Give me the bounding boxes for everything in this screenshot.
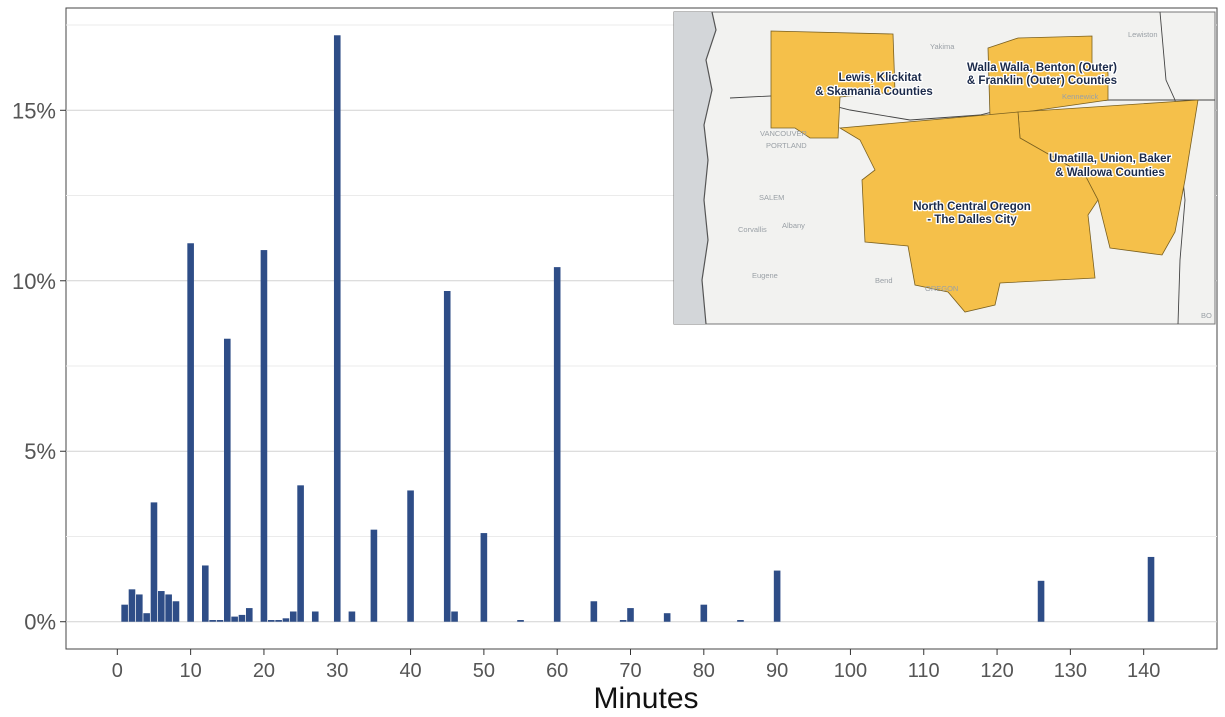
bar — [311, 611, 319, 622]
bar — [128, 589, 136, 622]
bar — [737, 620, 744, 622]
bar — [663, 613, 671, 622]
bar — [187, 243, 194, 622]
x-tick-label: 50 — [473, 660, 495, 682]
x-tick-label: 0 — [112, 660, 123, 682]
city-label: Albany — [782, 221, 805, 230]
y-tick-label: 5% — [24, 439, 56, 464]
bar — [245, 608, 253, 622]
region-label-umatilla-2: & Wallowa Counties — [1055, 167, 1164, 179]
bars — [121, 35, 1155, 622]
region-label-central-2: - The Dalles City — [927, 214, 1017, 226]
region-lewis — [770, 30, 896, 139]
city-label: Kennewick — [1062, 92, 1099, 101]
bar — [121, 604, 128, 622]
x-tick-label: 110 — [908, 660, 940, 682]
bar — [143, 613, 150, 622]
region-label-lewis-2: & Skamania Counties — [815, 86, 933, 98]
x-tick-label: 130 — [1054, 660, 1087, 682]
city-label: Lewiston — [1128, 30, 1158, 39]
region-central — [838, 111, 1099, 313]
bar — [267, 620, 275, 622]
x-tick-label: 10 — [180, 660, 202, 682]
bar — [553, 267, 561, 622]
bar — [260, 250, 268, 622]
bar — [480, 533, 488, 622]
city-label: VANCOUVER — [760, 129, 808, 138]
city-label: PORTLAND — [766, 141, 807, 150]
bar — [136, 594, 143, 622]
bar — [231, 616, 238, 622]
x-tick-label: 80 — [693, 660, 715, 682]
bar — [407, 490, 414, 622]
bar — [619, 620, 627, 622]
x-tick-label: 40 — [399, 660, 421, 682]
map-coastline — [701, 11, 717, 325]
city-label: BO — [1201, 311, 1212, 320]
city-label: Bend — [875, 276, 893, 285]
bar — [451, 611, 458, 622]
bar — [370, 529, 378, 622]
region-label-central-1: North Central Oregon — [913, 201, 1031, 213]
y-tick-label: 15% — [12, 98, 56, 123]
region-label-umatilla-1: Umatilla, Union, Baker — [1049, 153, 1172, 165]
bar — [627, 608, 634, 622]
city-label: Eugene — [752, 271, 778, 280]
bar — [700, 604, 708, 622]
bar — [275, 620, 282, 622]
bar — [216, 620, 224, 622]
bar — [348, 611, 356, 622]
bar — [238, 614, 246, 622]
bar — [209, 620, 216, 622]
x-tick-label: 100 — [834, 660, 867, 682]
bar — [289, 611, 297, 622]
bar — [333, 35, 341, 622]
bar — [517, 620, 524, 622]
x-tick-label: 30 — [326, 660, 348, 682]
city-label: Corvallis — [738, 225, 767, 234]
bar — [773, 570, 781, 622]
city-label: SALEM — [759, 193, 784, 202]
y-tick-label: 10% — [12, 269, 56, 294]
x-axis-title: Minutes — [593, 682, 698, 715]
x-tick-label: 140 — [1127, 660, 1160, 682]
city-label: OREGON — [925, 284, 958, 293]
x-tick-label: 70 — [619, 660, 641, 682]
bar — [165, 594, 172, 622]
bar — [1037, 580, 1045, 622]
bar — [150, 502, 158, 622]
bar — [1147, 556, 1155, 622]
y-axis: 0% 5% 10% 15% — [12, 98, 66, 635]
bar — [158, 591, 165, 622]
x-tick-label: 120 — [980, 660, 1013, 682]
bar — [201, 565, 209, 622]
region-label-lewis-1: Lewis, Klickitat — [838, 72, 921, 84]
bar — [443, 290, 451, 622]
bar — [223, 338, 231, 622]
x-axis: 0 10 20 30 40 50 60 70 80 90 100 110 120 130 140 — [112, 649, 1160, 682]
bar — [282, 618, 290, 622]
bar — [590, 601, 598, 622]
region-label-walla-2: & Franklin (Outer) Counties — [967, 75, 1117, 87]
map-ocean — [674, 12, 716, 324]
x-tick-label: 20 — [253, 660, 275, 682]
bar — [172, 601, 180, 622]
x-tick-label: 60 — [546, 660, 568, 682]
bar — [297, 485, 304, 622]
y-tick-label: 0% — [24, 610, 56, 635]
inset-map: Yakima Lewiston VANCOUVER PORTLAND SALEM… — [673, 11, 1216, 325]
region-label-walla-1: Walla Walla, Benton (Outer) — [967, 62, 1117, 74]
x-tick-label: 90 — [766, 660, 788, 682]
city-label: Yakima — [930, 42, 955, 51]
